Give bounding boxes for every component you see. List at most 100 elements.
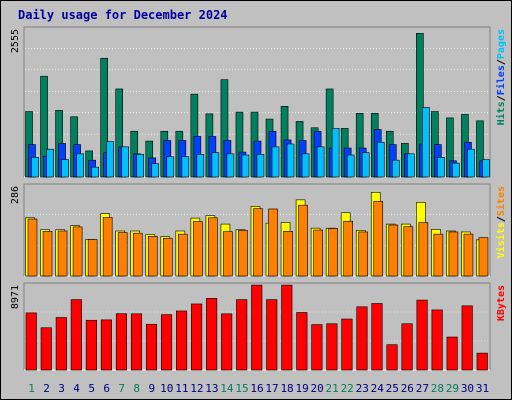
bar-kbytes: [326, 323, 338, 371]
bar-pages: [271, 146, 280, 178]
bar-kbytes: [461, 305, 473, 371]
x-tick-label: 23: [356, 382, 369, 395]
bar-sites: [178, 233, 188, 277]
bar-kbytes: [296, 312, 308, 371]
x-tick-label: 30: [461, 382, 474, 395]
bar-sites: [238, 230, 248, 277]
bar-sites: [373, 201, 384, 277]
bar-sites: [253, 208, 263, 277]
legend-separator: /: [496, 216, 507, 222]
bar-kbytes: [356, 306, 368, 371]
y-max-label: 286: [10, 186, 21, 204]
bar-pages: [151, 163, 160, 178]
bar-sites: [418, 222, 429, 277]
bar-sites: [223, 231, 233, 277]
bar-pages: [106, 141, 114, 178]
bar-pages: [437, 157, 445, 178]
bar-sites: [448, 231, 459, 277]
x-tick-label: 6: [103, 382, 110, 395]
bar-sites: [343, 220, 353, 277]
bar-pages: [46, 148, 54, 178]
x-tick-label: 16: [250, 382, 263, 395]
bar-sites: [358, 231, 369, 277]
bar-kbytes: [85, 319, 97, 371]
bar-kbytes: [236, 299, 248, 371]
bar-pages: [407, 153, 415, 178]
bar-pages: [121, 146, 129, 178]
bar-kbytes: [281, 284, 293, 371]
bar-pages: [136, 154, 145, 178]
bar-pages: [331, 128, 340, 178]
bar-pages: [211, 152, 220, 178]
bar-pages: [166, 156, 175, 178]
x-tick-label: 22: [341, 382, 354, 395]
bar-sites: [478, 237, 489, 277]
bar-sites: [433, 233, 444, 277]
bar-kbytes: [206, 298, 218, 371]
bar-sites: [42, 231, 53, 277]
bar-pages: [346, 154, 355, 178]
bar-kbytes: [476, 352, 488, 371]
bar-pages: [31, 157, 39, 178]
bar-kbytes: [176, 310, 188, 371]
panel-legend: Hits/Files/Pages: [495, 29, 507, 125]
bar-pages: [316, 146, 325, 178]
bar-sites: [388, 224, 399, 277]
legend-pages: Pages: [496, 29, 507, 59]
bar-sites: [117, 232, 128, 277]
x-tick-label: 14: [220, 382, 234, 395]
bar-kbytes: [221, 313, 233, 371]
bar-kbytes: [115, 313, 127, 371]
x-tick-label: 31: [476, 382, 489, 395]
bar-sites: [313, 229, 323, 277]
bar-kbytes: [55, 317, 67, 371]
bar-pages: [301, 153, 310, 178]
bar-pages: [241, 154, 250, 178]
x-tick-label: 3: [58, 382, 65, 395]
legend-sites: Sites: [495, 186, 507, 216]
bar-pages: [467, 148, 475, 178]
x-tick-label: 29: [446, 382, 459, 395]
legend-visits: Visits: [495, 222, 507, 258]
bar-sites: [403, 226, 414, 277]
bar-pages: [286, 143, 295, 178]
x-tick-label: 1: [28, 382, 35, 395]
bar-kbytes: [160, 314, 173, 371]
bar-kbytes: [311, 324, 323, 371]
x-tick-label: 10: [160, 382, 173, 395]
bar-pages: [256, 154, 265, 178]
x-tick-label: 13: [205, 382, 218, 395]
bar-sites: [87, 239, 98, 277]
x-tick-label: 15: [235, 382, 248, 395]
bar-pages: [226, 153, 235, 178]
y-max-label: 8971: [10, 285, 21, 309]
x-tick-label: 27: [416, 382, 429, 395]
x-axis-day-labels: 1 2 3 4 5 6 7 8 9 10 11 12 13 14 15 16 17 18 19 20 21 22 23 24 2…: [28, 382, 489, 395]
legend-hits: Hits: [495, 101, 507, 125]
bar-pages: [391, 159, 400, 178]
chart-title: Daily usage for December 2024: [18, 8, 228, 22]
panel-legend: KBytes: [496, 285, 507, 321]
bar-sites: [268, 208, 278, 277]
bar-kbytes: [130, 313, 143, 371]
bar-pages: [482, 159, 490, 178]
bar-kbytes: [70, 299, 82, 371]
legend-kbytes: KBytes: [496, 285, 507, 321]
x-tick-label: 21: [326, 382, 339, 395]
x-tick-label: 12: [190, 382, 203, 395]
bar-sites: [162, 237, 173, 277]
bar-pages: [76, 153, 84, 178]
bar-sites: [27, 218, 38, 277]
bar-sites: [283, 231, 293, 277]
bar-kbytes: [25, 312, 37, 371]
x-tick-label: 18: [280, 382, 293, 395]
panel-visits_sites: 286 Visits/Sites: [10, 183, 507, 277]
x-tick-label: 9: [148, 382, 155, 395]
x-tick-label: 11: [175, 382, 188, 395]
bar-sites: [132, 232, 143, 277]
x-tick-label: 20: [311, 382, 324, 395]
bar-sites: [72, 226, 83, 277]
